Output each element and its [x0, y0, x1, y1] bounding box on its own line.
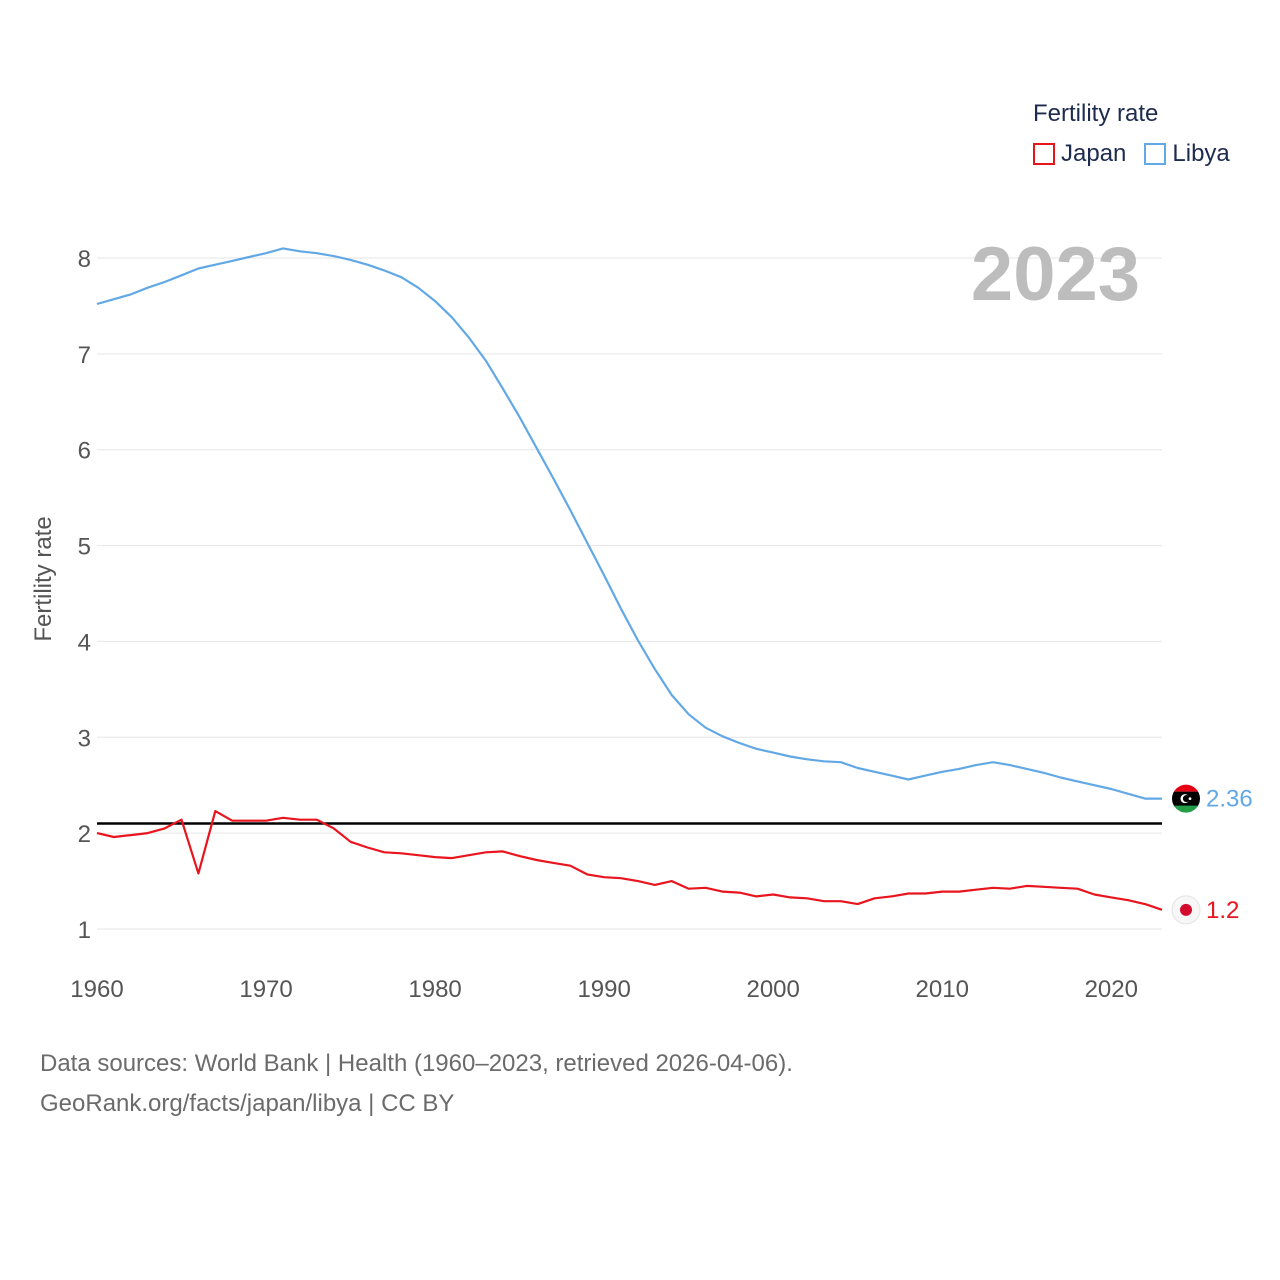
- japan-flag-disc: [1180, 903, 1192, 916]
- grid: [97, 257, 1162, 930]
- y-tick-label: 1: [78, 917, 91, 944]
- x-tick-label: 1990: [577, 976, 630, 1003]
- source-line: Data sources: World Bank | Health (1960–…: [40, 1050, 793, 1077]
- legend-label-libya: Libya: [1172, 140, 1230, 167]
- x-tick-label: 1980: [408, 976, 461, 1003]
- y-tick-label: 5: [78, 534, 91, 561]
- x-tick-label: 2010: [916, 976, 969, 1003]
- x-tick-label: 2000: [746, 976, 799, 1003]
- legend-title: Fertility rate: [1033, 100, 1159, 127]
- end-label-libya: 2.36: [1206, 786, 1253, 813]
- x-tick-label: 1960: [70, 976, 123, 1003]
- y-axis: 1 2 3 4 5 6 7 8: [78, 246, 91, 944]
- series-line-libya: [96, 247, 1162, 800]
- x-axis: 1960 1970 1980 1990 2000 2010 2020: [70, 976, 1138, 1003]
- sources: Data sources: World Bank | Health (1960–…: [40, 1044, 793, 1124]
- japan-flag-icon: [1171, 895, 1201, 925]
- y-tick-label: 2: [78, 821, 91, 848]
- source-link[interactable]: GeoRank.org/facts/japan/libya | CC BY: [40, 1090, 455, 1117]
- series-line-japan: [96, 809, 1163, 911]
- libya-flag-icon: [1172, 784, 1200, 813]
- y-tick-label: 7: [78, 342, 91, 369]
- x-tick-label: 2020: [1085, 976, 1138, 1003]
- libya-flag-green: [1172, 805, 1200, 813]
- legend: Fertility rate Japan Libya: [1033, 100, 1230, 168]
- libya-flag-red: [1172, 784, 1200, 792]
- y-axis-label: Fertility rate: [30, 516, 57, 641]
- y-tick-label: 8: [78, 246, 91, 273]
- end-label-japan: 1.2: [1206, 897, 1239, 924]
- libya-crescent-inner: [1182, 795, 1191, 803]
- end-markers: 1.2 2.36: [1171, 784, 1253, 925]
- y-tick-label: 6: [78, 438, 91, 465]
- libya-star: [1188, 797, 1192, 801]
- legend-label-japan: Japan: [1061, 140, 1127, 167]
- year-label: 2023: [971, 232, 1140, 317]
- y-tick-label: 3: [78, 725, 91, 752]
- legend-swatch-libya: [1144, 143, 1167, 165]
- y-tick-label: 4: [78, 629, 91, 656]
- legend-item-libya[interactable]: Libya: [1144, 140, 1230, 168]
- series-group: [96, 247, 1163, 911]
- legend-swatch-japan: [1033, 143, 1055, 165]
- legend-item-japan[interactable]: Japan: [1033, 140, 1126, 168]
- x-tick-label: 1970: [239, 976, 292, 1003]
